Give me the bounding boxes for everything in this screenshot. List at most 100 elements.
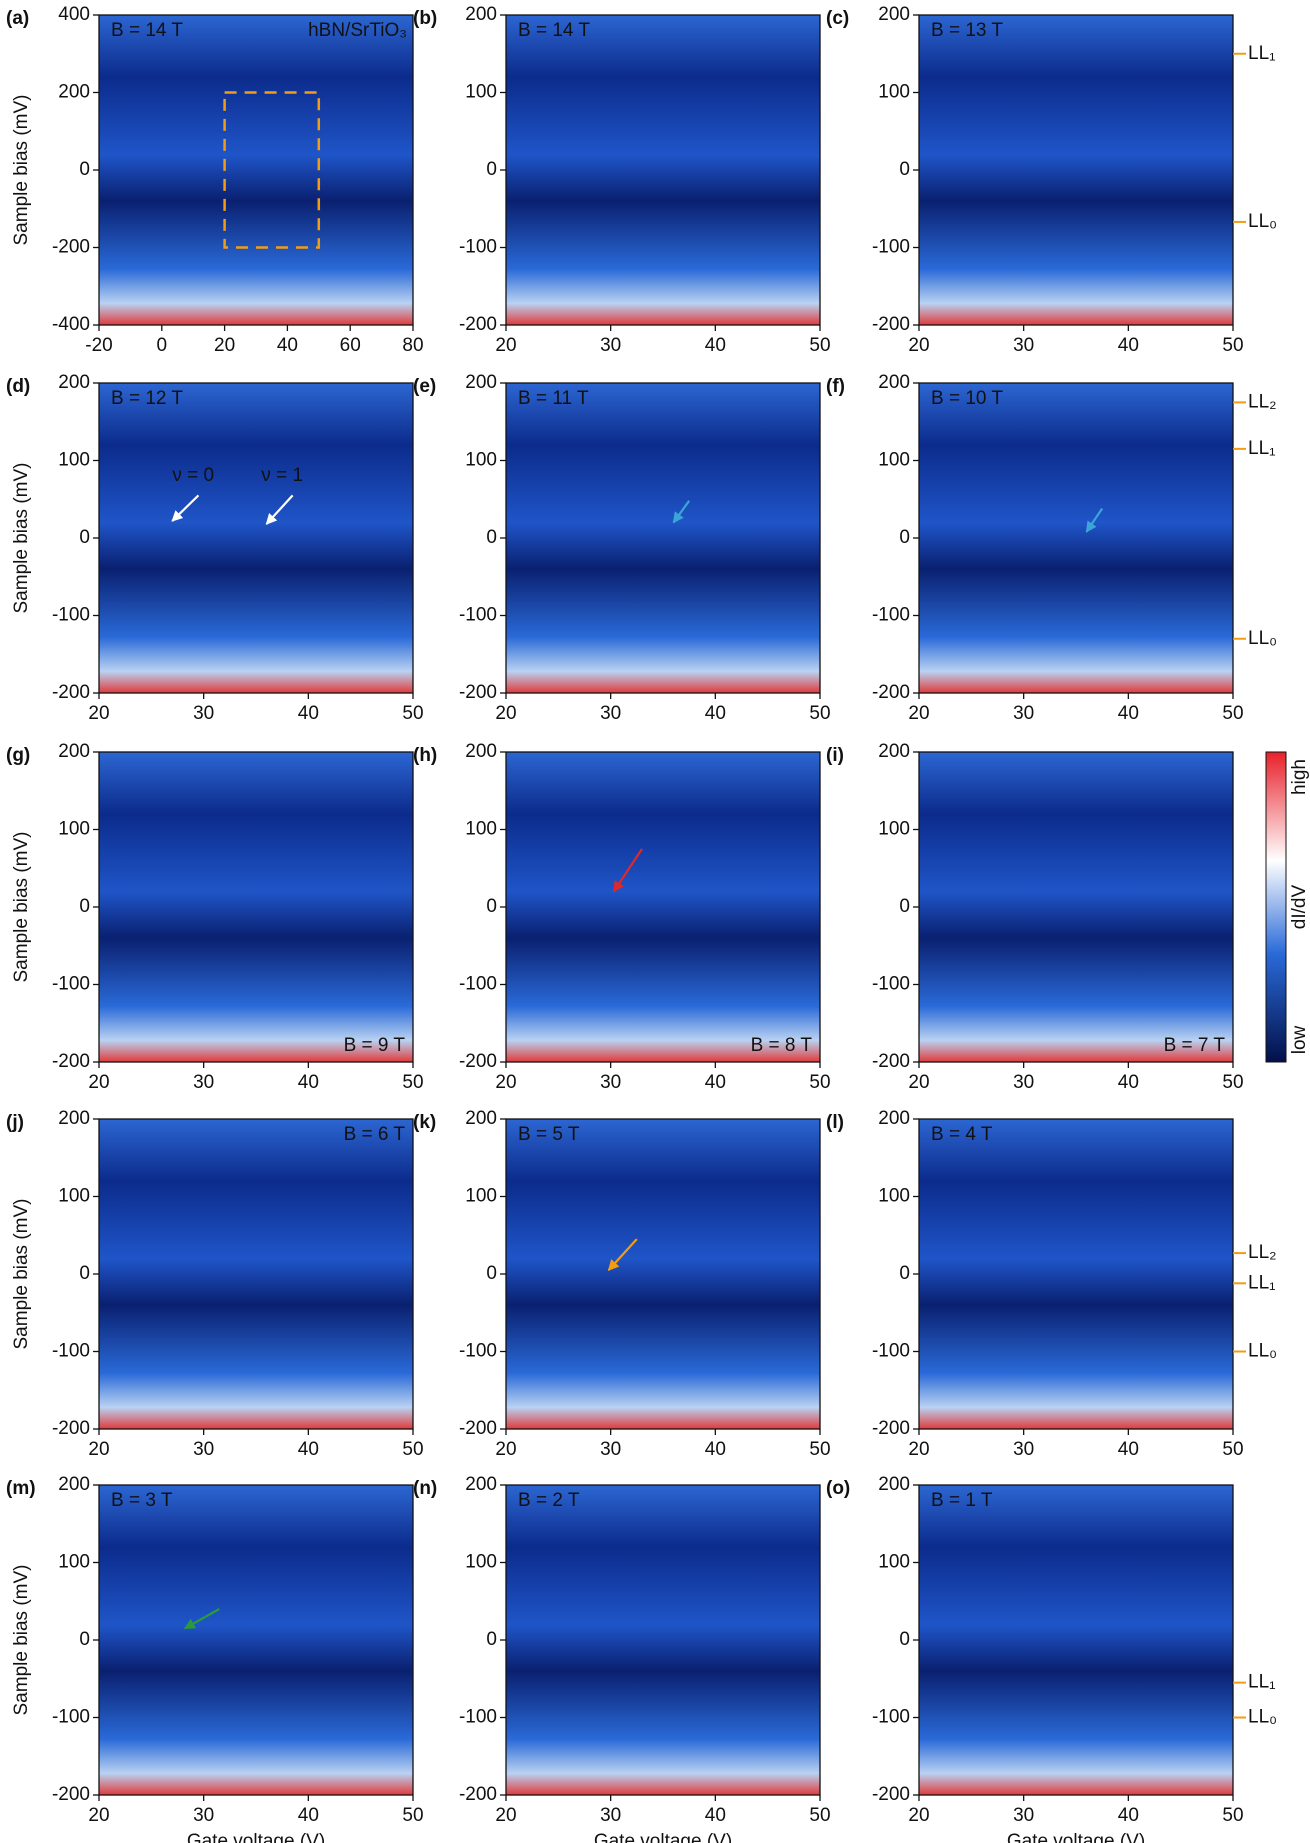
x-tick-label: 40 — [705, 335, 726, 356]
y-tick-label: -100 — [52, 1707, 90, 1728]
highlight-box — [223, 91, 321, 249]
arrow — [612, 848, 643, 893]
y-tick-label: 100 — [465, 819, 497, 840]
x-tick-label: 40 — [277, 335, 298, 356]
field-annotation: B = 8 T — [751, 1035, 813, 1056]
x-tick-label: 40 — [1118, 1072, 1139, 1093]
y-tick-label: -100 — [459, 1707, 497, 1728]
x-tick-label: 40 — [1118, 703, 1139, 724]
y-tick-label: -200 — [872, 314, 910, 335]
y-tick-label: 0 — [486, 1629, 497, 1650]
x-tick-label: 20 — [88, 1439, 109, 1460]
y-tick-label: -200 — [459, 682, 497, 703]
x-tick-label: 50 — [809, 703, 830, 724]
x-tick-label: 30 — [600, 1439, 621, 1460]
panel-label: (k) — [413, 1112, 436, 1133]
x-tick-label: 20 — [495, 1439, 516, 1460]
x-tick-label: 20 — [88, 1072, 109, 1093]
x-tick-label: 30 — [193, 1439, 214, 1460]
panel-label: (e) — [413, 376, 436, 397]
y-tick-label: 100 — [58, 1186, 90, 1207]
y-tick-label: 200 — [878, 741, 910, 762]
x-tick-label: 20 — [908, 1805, 929, 1826]
y-tick-label: 100 — [878, 82, 910, 103]
panel-label: (a) — [6, 8, 29, 29]
x-tick-label: 50 — [402, 1805, 423, 1826]
y-tick-label: 200 — [465, 372, 497, 393]
x-tick-label: 30 — [1013, 1805, 1034, 1826]
panel-label: (o) — [826, 1478, 850, 1499]
x-tick-label: 60 — [340, 335, 361, 356]
field-annotation: B = 1 T — [931, 1490, 993, 1511]
y-tick-label: -200 — [459, 1418, 497, 1439]
colorbar — [1265, 751, 1287, 1063]
field-annotation: B = 11 T — [518, 388, 589, 409]
x-tick-label: 40 — [1118, 1439, 1139, 1460]
y-tick-label: -100 — [52, 1341, 90, 1362]
y-tick-label: 200 — [58, 372, 90, 393]
x-tick-label: 40 — [298, 1439, 319, 1460]
field-annotation: B = 13 T — [931, 20, 1003, 41]
x-tick-label: 20 — [495, 1805, 516, 1826]
x-tick-label: 50 — [809, 1805, 830, 1826]
x-axis-label: Gate voltage (V) — [187, 1831, 325, 1843]
level-label: LL₁ — [1248, 1672, 1276, 1693]
arrow — [672, 500, 691, 524]
y-tick-label: 100 — [465, 82, 497, 103]
y-tick-label: 200 — [58, 1108, 90, 1129]
colorbar-max-label: high — [1289, 759, 1310, 795]
y-tick-label: 100 — [58, 819, 90, 840]
heatmap — [99, 383, 413, 693]
y-tick-label: 0 — [899, 896, 910, 917]
field-annotation: B = 6 T — [344, 1124, 406, 1145]
level-label: LL₀ — [1248, 211, 1277, 232]
x-tick-label: 40 — [705, 703, 726, 724]
y-tick-label: 0 — [79, 527, 90, 548]
field-annotation: B = 14 T — [111, 20, 183, 41]
level-label: LL₁ — [1248, 43, 1276, 64]
annotation-note: ν = 1 — [261, 465, 303, 486]
x-tick-label: 50 — [809, 1072, 830, 1093]
x-tick-label: 30 — [193, 1072, 214, 1093]
level-label: LL₀ — [1248, 1341, 1277, 1362]
x-tick-label: 50 — [809, 1439, 830, 1460]
x-tick-label: 30 — [600, 335, 621, 356]
x-tick-label: 30 — [193, 1805, 214, 1826]
level-label: LL₁ — [1248, 1272, 1276, 1293]
panel-label: (h) — [413, 745, 437, 766]
y-tick-label: -200 — [459, 314, 497, 335]
x-tick-label: -20 — [85, 335, 112, 356]
y-tick-label: 200 — [878, 372, 910, 393]
x-tick-label: 40 — [1118, 335, 1139, 356]
heatmap — [506, 383, 820, 693]
arrow — [183, 1608, 220, 1630]
x-tick-label: 20 — [908, 1439, 929, 1460]
y-tick-label: -200 — [459, 1051, 497, 1072]
y-tick-label: 200 — [58, 1474, 90, 1495]
field-annotation: B = 4 T — [931, 1124, 993, 1145]
y-tick-label: -200 — [52, 682, 90, 703]
x-tick-label: 30 — [600, 1805, 621, 1826]
y-tick-label: 100 — [878, 1552, 910, 1573]
y-axis-label: Sample bias (mV) — [11, 95, 32, 246]
y-tick-label: 0 — [79, 159, 90, 180]
y-tick-label: 0 — [899, 527, 910, 548]
y-tick-label: -200 — [52, 1418, 90, 1439]
heatmap — [506, 1485, 820, 1795]
y-axis-label: Sample bias (mV) — [11, 1199, 32, 1350]
field-annotation: B = 14 T — [518, 20, 590, 41]
y-tick-label: 0 — [486, 159, 497, 180]
panel-label: (g) — [6, 745, 30, 766]
x-tick-label: 40 — [298, 1072, 319, 1093]
field-annotation: B = 2 T — [518, 1490, 580, 1511]
y-tick-label: 100 — [878, 819, 910, 840]
y-tick-label: 100 — [465, 450, 497, 471]
field-annotation: B = 10 T — [931, 388, 1003, 409]
y-tick-label: -100 — [459, 605, 497, 626]
panel-label: (i) — [826, 745, 844, 766]
level-label: LL₂ — [1248, 391, 1277, 412]
x-tick-label: 20 — [908, 335, 929, 356]
x-tick-label: 30 — [600, 1072, 621, 1093]
y-tick-label: 200 — [465, 1108, 497, 1129]
